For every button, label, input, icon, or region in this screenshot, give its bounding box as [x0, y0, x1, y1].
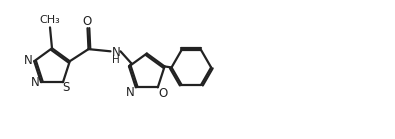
- Text: S: S: [62, 81, 70, 94]
- Text: O: O: [158, 87, 167, 100]
- Text: N: N: [126, 86, 134, 99]
- Text: CH₃: CH₃: [40, 15, 60, 25]
- Text: O: O: [83, 15, 92, 28]
- Text: N: N: [24, 54, 33, 67]
- Text: H: H: [112, 55, 120, 65]
- Text: N: N: [112, 46, 120, 59]
- Text: N: N: [31, 76, 40, 89]
